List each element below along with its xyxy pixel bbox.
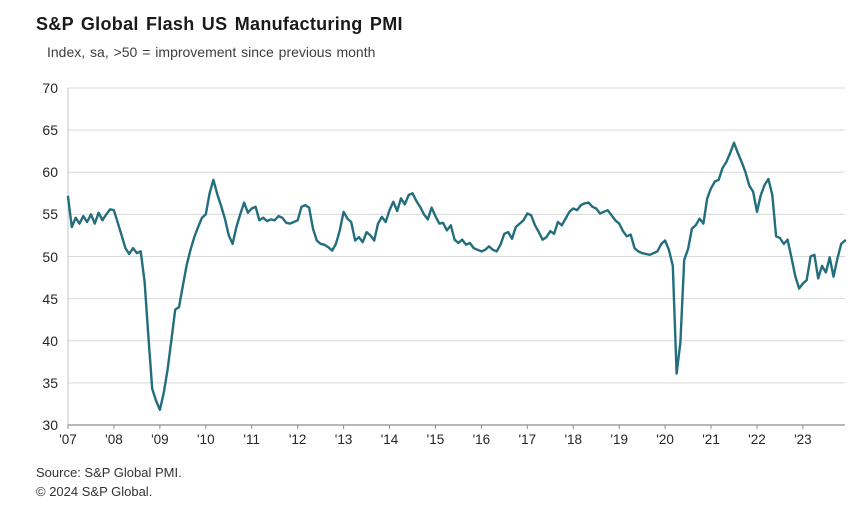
y-axis-label: 30 (42, 417, 58, 433)
x-axis-label: '19 (610, 432, 628, 447)
y-axis-label: 55 (42, 206, 58, 223)
y-axis-label: 50 (42, 248, 58, 265)
x-axis-label: '13 (334, 432, 353, 447)
x-axis-label: '20 (656, 432, 674, 447)
chart-subtitle: Index, sa, >50 = improvement since previ… (47, 44, 376, 60)
x-axis-label: '22 (748, 432, 766, 447)
x-axis-label: '15 (426, 432, 445, 447)
y-axis-label: 65 (42, 122, 58, 139)
y-axis-label: 45 (42, 290, 58, 307)
x-axis-label: '12 (288, 432, 307, 447)
chart-title: S&P Global Flash US Manufacturing PMI (36, 14, 403, 34)
y-axis-label: 70 (42, 80, 58, 96)
x-axis-label: '09 (151, 432, 169, 447)
x-axis-label: '11 (243, 432, 261, 447)
x-axis-label: '16 (472, 432, 491, 447)
x-axis-label: '18 (564, 432, 583, 447)
y-axis-label: 40 (42, 332, 58, 349)
y-axis-label: 60 (42, 164, 58, 181)
pmi-line (66, 141, 847, 411)
x-axis-label: '10 (196, 432, 215, 447)
x-axis-label: '23 (794, 432, 812, 447)
x-axis-label: '17 (518, 432, 537, 447)
source-note: Source: S&P Global PMI. © 2024 S&P Globa… (36, 463, 182, 501)
copyright-line: © 2024 S&P Global. (36, 484, 153, 499)
x-axis-label: '21 (702, 432, 720, 447)
x-axis-label: '07 (59, 432, 77, 447)
source-line: Source: S&P Global PMI. (36, 465, 182, 480)
x-axis-label: '14 (380, 432, 399, 447)
y-axis-label: 35 (42, 374, 58, 391)
x-axis-label: '08 (105, 432, 123, 447)
